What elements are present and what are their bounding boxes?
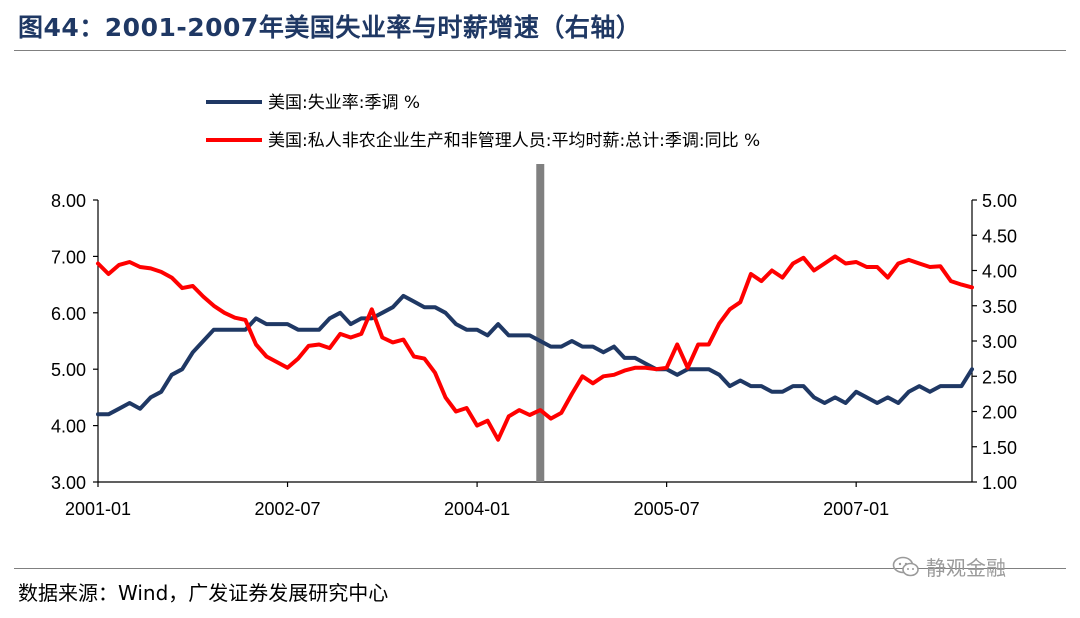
right-y-tick-label: 2.50 <box>982 367 1017 387</box>
series-unemployment-line <box>96 293 974 417</box>
vertical-marker <box>536 164 545 482</box>
right-y-ticks: 1.00 1.50 2.00 2.50 3.00 3.50 4.00 4.50 5.00 <box>972 191 1017 493</box>
right-y-tick-label: 3.00 <box>982 332 1017 352</box>
left-y-tick-label: 8.00 <box>51 191 86 211</box>
bottom-divider <box>14 568 1066 569</box>
figure-title: 图44：2001-2007年美国失业率与时薪增速（右轴） <box>18 13 642 42</box>
right-y-tick-label: 1.00 <box>982 473 1017 493</box>
right-y-tick-label: 4.50 <box>982 226 1017 246</box>
legend: 美国:失业率:季调 % 美国:私人非农企业生产和非管理人员:平均时薪:总计:季调… <box>206 93 760 151</box>
x-tick-label: 2007-01 <box>823 499 889 519</box>
watermark-text: 静观金融 <box>926 556 1006 580</box>
right-y-tick-label: 2.00 <box>982 403 1017 423</box>
legend-label-wage-growth: 美国:私人非农企业生产和非管理人员:平均时薪:总计:季调:同比 % <box>268 131 760 151</box>
left-y-tick-label: 5.00 <box>51 360 86 380</box>
right-y-tick-label: 3.50 <box>982 297 1017 317</box>
right-y-tick-label: 4.00 <box>982 262 1017 282</box>
left-y-tick-label: 6.00 <box>51 304 86 324</box>
chart: 美国:失业率:季调 % 美国:私人非农企业生产和非管理人员:平均时薪:总计:季调… <box>51 93 1017 519</box>
legend-label-unemployment: 美国:失业率:季调 % <box>268 93 420 113</box>
source-note: 数据来源：Wind，广发证券发展研究中心 <box>18 581 389 605</box>
series-wage-growth-line <box>96 254 974 442</box>
wechat-icon <box>892 556 919 576</box>
left-y-tick-label: 7.00 <box>51 247 86 267</box>
x-ticks: 2001-01 2002-07 2004-01 2005-07 2007-01 <box>65 482 889 519</box>
x-tick-label: 2002-07 <box>255 499 321 519</box>
x-tick-label: 2001-01 <box>65 499 131 519</box>
right-y-tick-label: 5.00 <box>982 191 1017 211</box>
watermark: 静观金融 <box>892 552 1006 581</box>
left-y-ticks: 3.00 4.00 5.00 6.00 7.00 8.00 <box>51 191 98 493</box>
top-divider <box>14 50 1066 51</box>
right-y-tick-label: 1.50 <box>982 438 1017 458</box>
left-y-tick-label: 3.00 <box>51 473 86 493</box>
x-tick-label: 2005-07 <box>634 499 700 519</box>
x-tick-label: 2004-01 <box>444 499 510 519</box>
left-y-tick-label: 4.00 <box>51 417 86 437</box>
